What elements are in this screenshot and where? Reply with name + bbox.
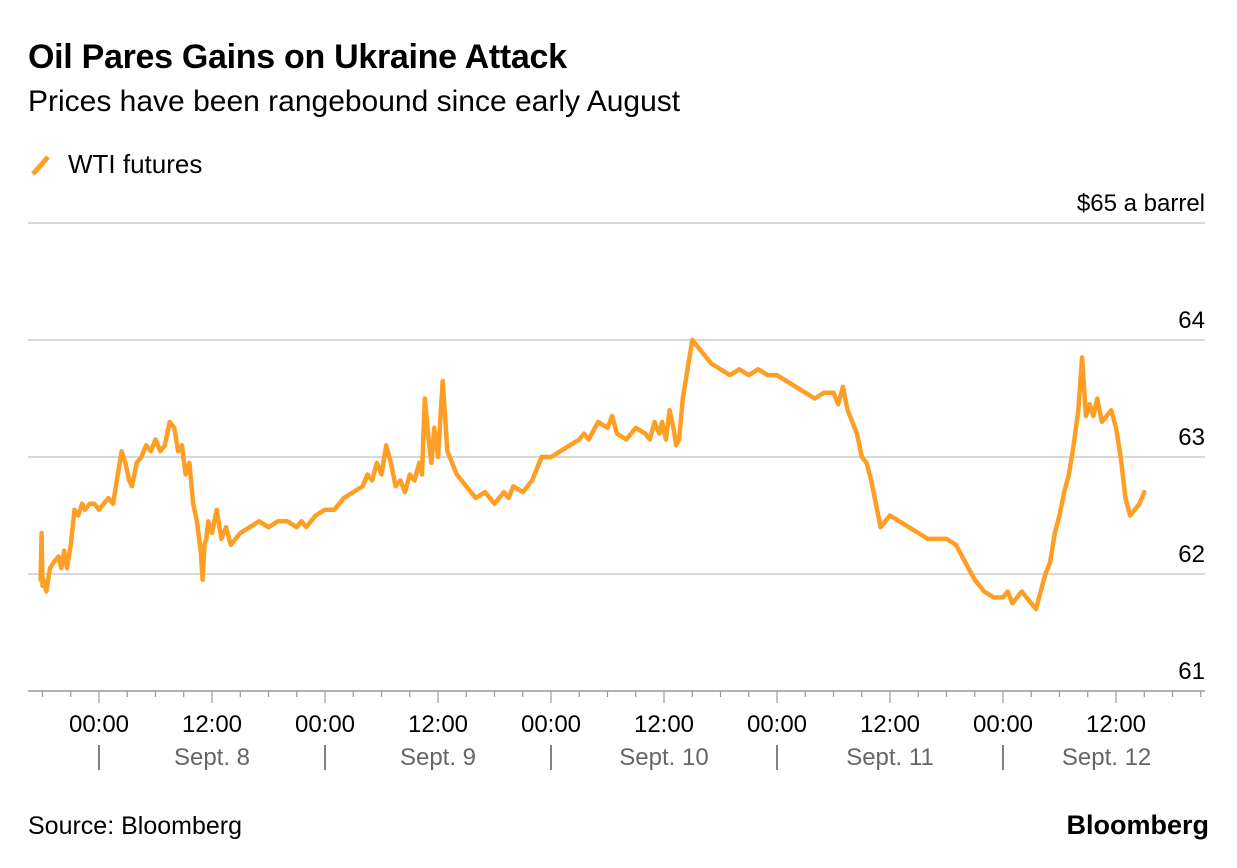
x-tick-label: 00:00 [747, 711, 807, 738]
x-tick-label: 12:00 [634, 711, 694, 738]
x-tick-label: 00:00 [521, 711, 581, 738]
date-label: Sept. 12 [1062, 744, 1151, 771]
x-axis: 00:00 12:00 00:00 12:00 00:00 12:00 00:00 12:00… [28, 690, 1205, 771]
x-tick-label: 12:00 [1086, 711, 1146, 738]
y-tick-label: 62 [1178, 541, 1205, 568]
x-tick-label: 00:00 [973, 711, 1033, 738]
date-label: Sept. 11 [846, 744, 934, 771]
x-tick-label: 12:00 [408, 711, 468, 738]
x-tick-label: 00:00 [295, 711, 355, 738]
date-label: Sept. 8 [174, 744, 250, 771]
y-tick-label: 61 [1178, 658, 1205, 685]
series-line-wti-futures [38, 337, 1147, 612]
grid-lines [28, 222, 1205, 575]
y-tick-label: $65 a barrel [1077, 190, 1205, 217]
x-tick-label: 12:00 [860, 711, 920, 738]
brand-logo: Bloomberg [1066, 810, 1209, 840]
legend-label: WTI futures [68, 148, 203, 179]
date-label: Sept. 9 [400, 744, 476, 771]
source-note: Source: Bloomberg [28, 812, 243, 840]
y-tick-label: 64 [1178, 307, 1205, 334]
y-tick-label: 63 [1178, 424, 1205, 451]
series-layer [38, 337, 1147, 612]
chart-subtitle: Prices have been rangebound since early … [28, 85, 681, 118]
legend-slash-icon [28, 151, 54, 177]
chart-title: Oil Pares Gains on Ukraine Attack [28, 38, 567, 76]
x-tick-label: 12:00 [182, 711, 242, 738]
x-tick-label: 00:00 [69, 711, 129, 738]
y-axis: $65 a barrel 64 63 62 61 [1077, 190, 1205, 685]
date-label: Sept. 10 [619, 744, 708, 771]
legend: WTI futures [28, 148, 202, 180]
